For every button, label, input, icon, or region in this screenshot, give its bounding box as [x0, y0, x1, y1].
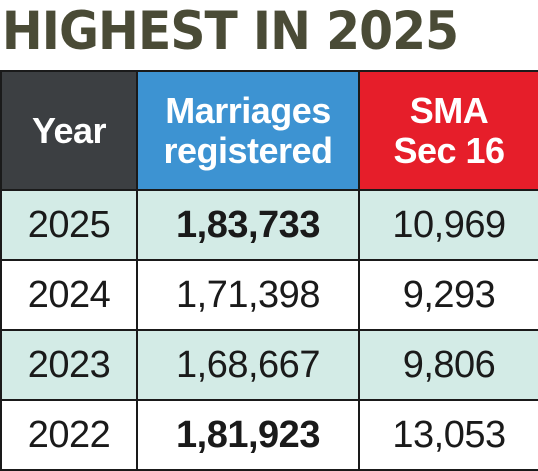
- header-sma-line2: Sec 16: [393, 129, 505, 171]
- cell-year: 2022: [0, 399, 138, 471]
- cell-sma: 10,969: [358, 189, 538, 261]
- cell-year: 2023: [0, 329, 138, 401]
- table-row: 2022 1,81,923 13,053: [0, 399, 538, 471]
- cell-marriages: 1,83,733: [136, 189, 360, 261]
- header-marriages: Marriages registered: [136, 70, 360, 191]
- chart-title: HIGHEST IN 2025: [1, 1, 459, 62]
- header-year-label: Year: [31, 109, 107, 151]
- header-sma-line1: SMA: [409, 89, 489, 131]
- header-year: Year: [0, 70, 138, 191]
- cell-marriages: 1,68,667: [136, 329, 360, 401]
- cell-year: 2024: [0, 259, 138, 331]
- header-row: Year Marriages registered SMA Sec 16: [0, 70, 538, 191]
- table-row: 2023 1,68,667 9,806: [0, 329, 538, 401]
- cell-sma: 9,806: [358, 329, 538, 401]
- cell-marriages: 1,81,923: [136, 399, 360, 471]
- cell-sma: 13,053: [358, 399, 538, 471]
- header-sma: SMA Sec 16: [358, 70, 538, 191]
- cell-marriages: 1,71,398: [136, 259, 360, 331]
- cell-year: 2025: [0, 189, 138, 261]
- table-row: 2025 1,83,733 10,969: [0, 189, 538, 261]
- data-table: Year Marriages registered SMA Sec 16 202…: [0, 70, 538, 471]
- cell-sma: 9,293: [358, 259, 538, 331]
- header-marriages-line1: Marriages: [165, 89, 331, 131]
- header-marriages-line2: registered: [163, 129, 333, 171]
- table-row: 2024 1,71,398 9,293: [0, 259, 538, 331]
